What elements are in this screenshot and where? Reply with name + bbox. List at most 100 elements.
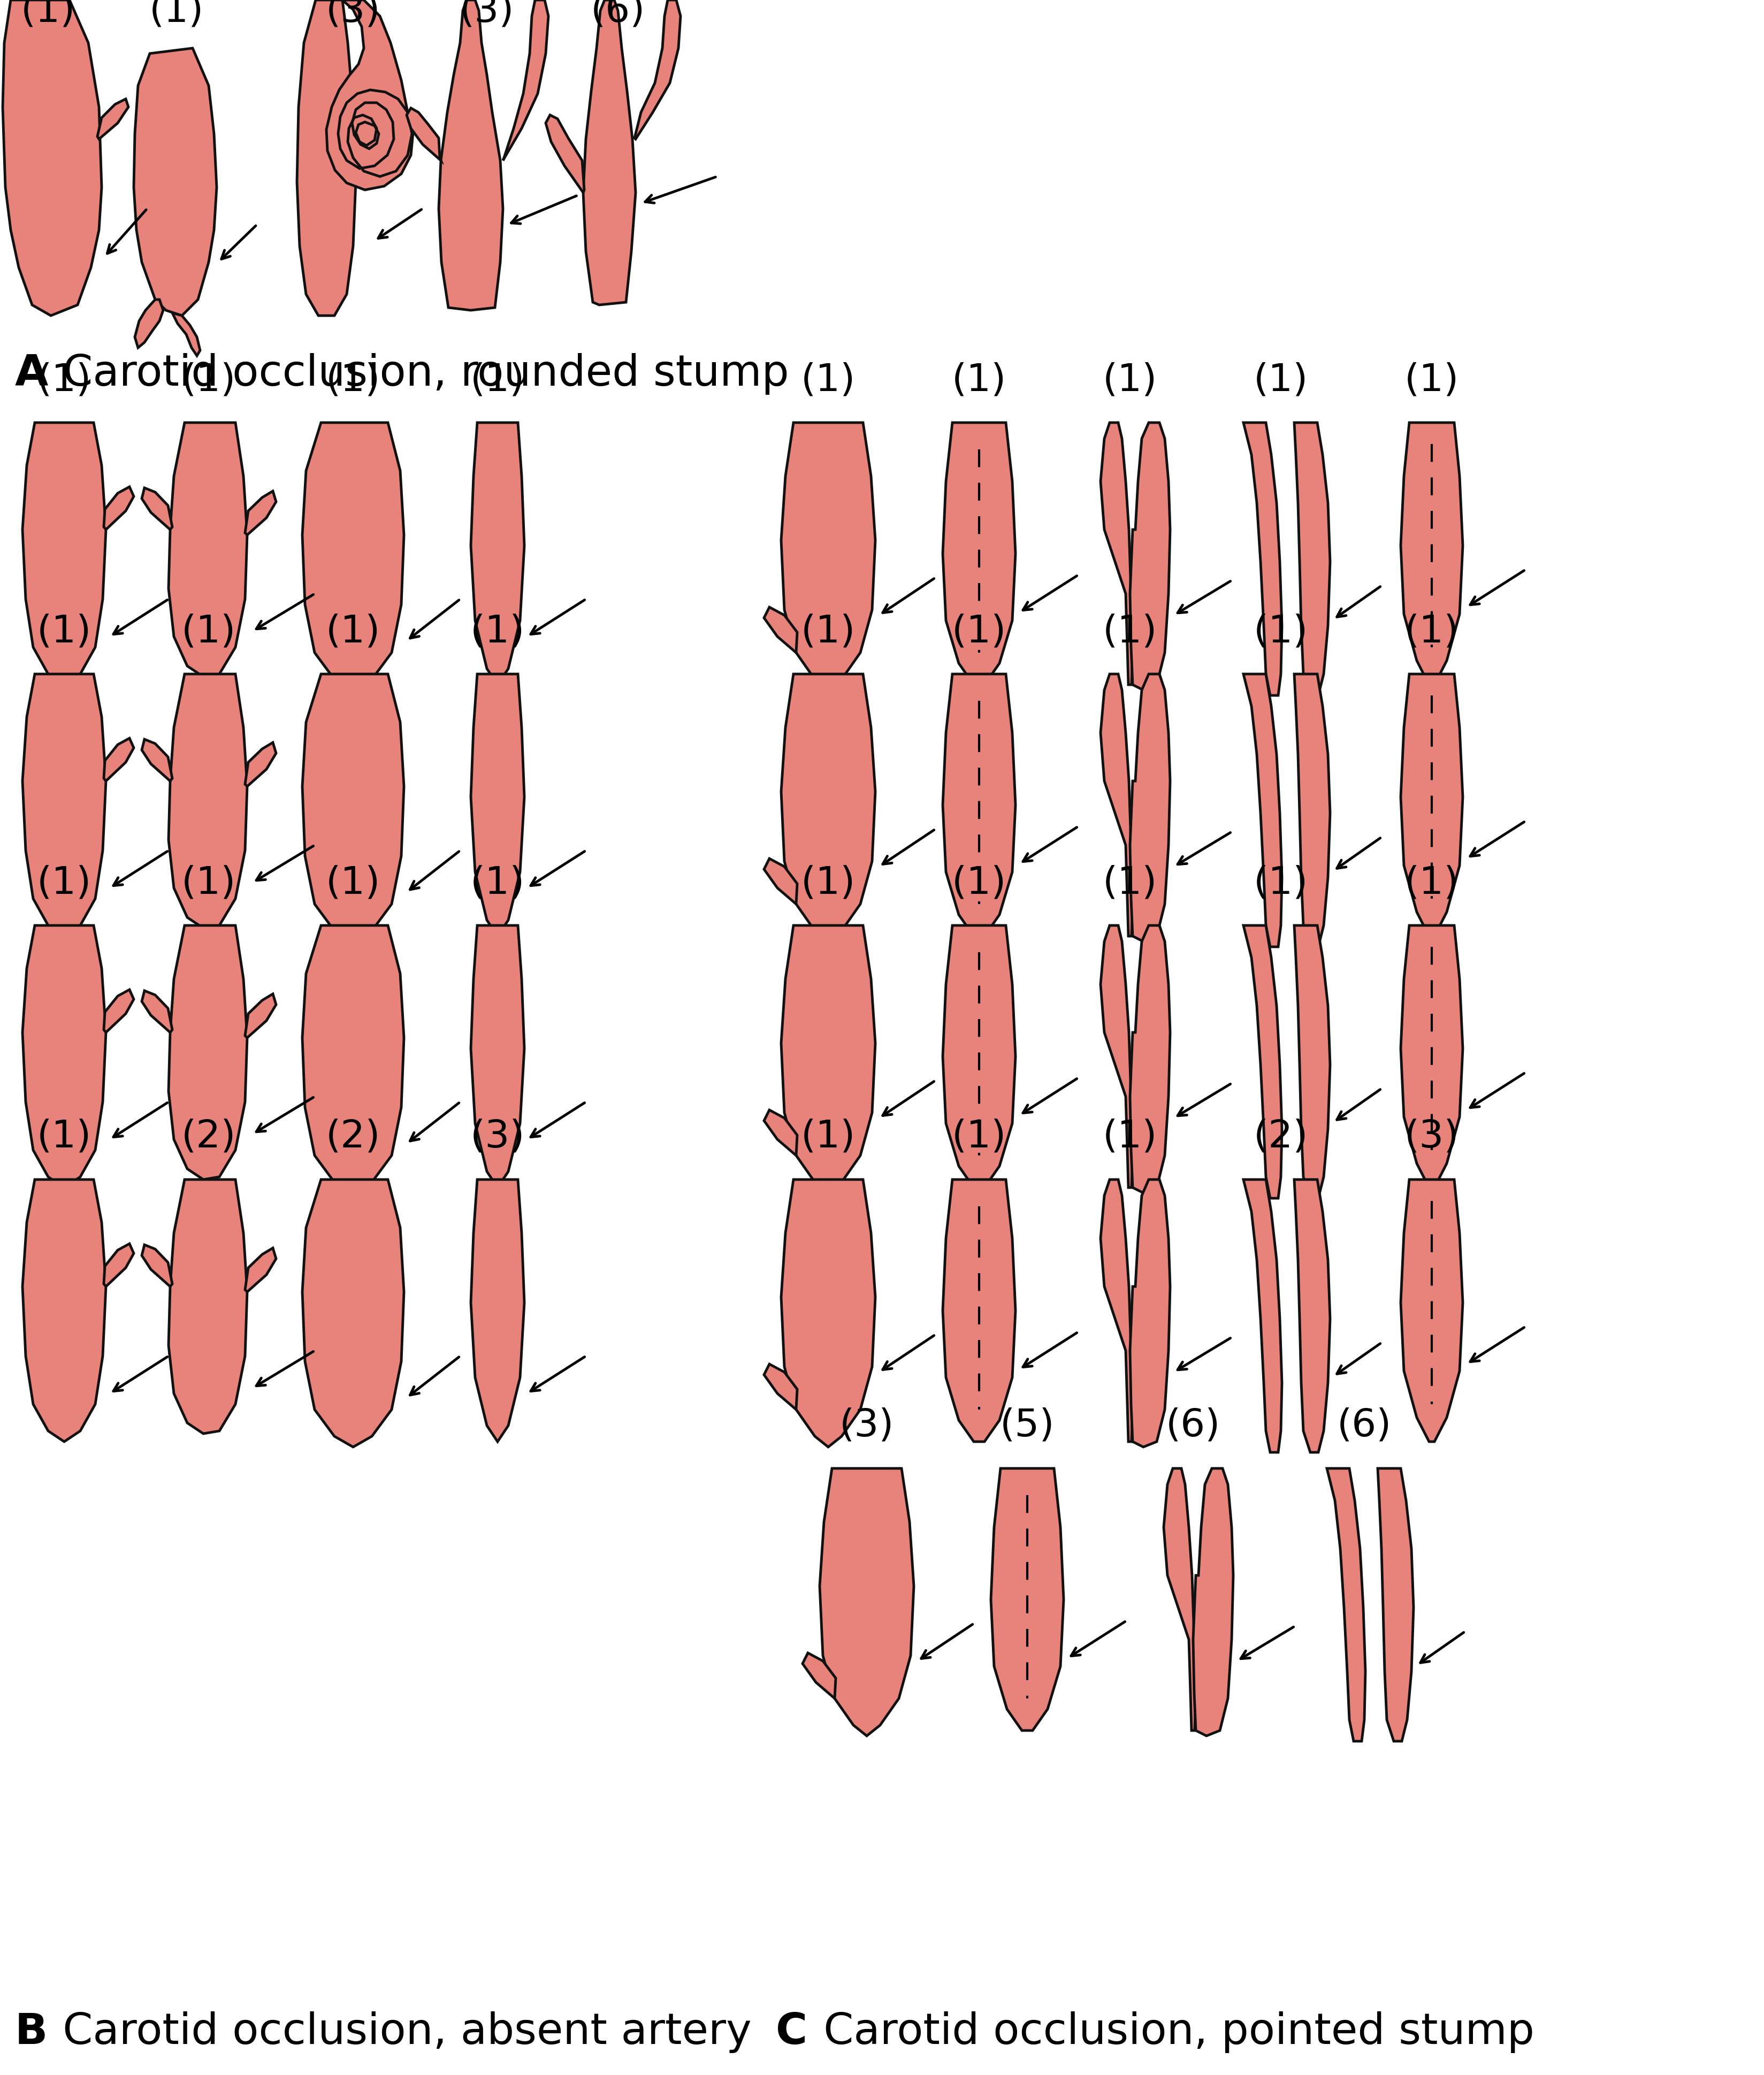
Polygon shape (169, 674, 247, 928)
Polygon shape (169, 925, 247, 1179)
Text: (1): (1) (37, 612, 92, 649)
Polygon shape (134, 48, 217, 315)
Text: (1): (1) (801, 361, 856, 398)
Text: (1): (1) (1404, 361, 1459, 398)
Text: (1): (1) (953, 865, 1007, 901)
Text: (1): (1) (21, 0, 76, 29)
Polygon shape (1101, 925, 1132, 1187)
Polygon shape (1131, 925, 1170, 1193)
Text: (1): (1) (801, 1118, 856, 1156)
Polygon shape (1401, 925, 1462, 1187)
Text: (1): (1) (471, 612, 526, 649)
Polygon shape (942, 1179, 1016, 1442)
Polygon shape (1401, 423, 1462, 685)
Polygon shape (1295, 1179, 1330, 1453)
Text: (3): (3) (840, 1407, 894, 1444)
Polygon shape (764, 1110, 797, 1156)
Text: (1): (1) (326, 361, 381, 398)
Text: (1): (1) (37, 1118, 92, 1156)
Polygon shape (991, 1469, 1064, 1731)
Text: (1): (1) (1404, 612, 1459, 649)
Polygon shape (23, 674, 106, 936)
Polygon shape (407, 108, 441, 160)
Polygon shape (764, 859, 797, 905)
Polygon shape (1101, 423, 1132, 685)
Polygon shape (471, 674, 524, 936)
Polygon shape (104, 990, 134, 1033)
Polygon shape (104, 739, 134, 780)
Polygon shape (471, 1179, 524, 1442)
Text: (1): (1) (953, 612, 1007, 649)
Polygon shape (245, 1247, 277, 1293)
Text: (2): (2) (326, 1118, 381, 1156)
Text: (1): (1) (1102, 1118, 1157, 1156)
Polygon shape (503, 0, 549, 160)
Polygon shape (942, 674, 1016, 936)
Polygon shape (141, 739, 173, 780)
Polygon shape (545, 114, 584, 193)
Polygon shape (471, 423, 524, 685)
Polygon shape (141, 1245, 173, 1286)
Polygon shape (803, 1654, 836, 1699)
Text: (1): (1) (1254, 361, 1309, 398)
Text: (1): (1) (471, 361, 526, 398)
Text: (6): (6) (1166, 1407, 1221, 1444)
Text: (1): (1) (37, 865, 92, 901)
Text: (3): (3) (459, 0, 515, 29)
Polygon shape (1131, 1179, 1170, 1446)
Polygon shape (1295, 674, 1330, 946)
Polygon shape (1401, 1179, 1462, 1442)
Polygon shape (245, 743, 277, 786)
Polygon shape (1401, 674, 1462, 936)
Text: Carotid occlusion, pointed stump: Carotid occlusion, pointed stump (796, 2011, 1535, 2052)
Text: (1): (1) (801, 612, 856, 649)
Text: (3): (3) (1404, 1118, 1459, 1156)
Text: (1): (1) (471, 865, 526, 901)
Polygon shape (781, 925, 875, 1193)
Polygon shape (820, 1469, 914, 1737)
Text: Carotid occlusion, absent artery: Carotid occlusion, absent artery (35, 2011, 751, 2052)
Polygon shape (1101, 674, 1132, 936)
Polygon shape (1101, 1179, 1132, 1442)
Polygon shape (635, 0, 681, 139)
Polygon shape (584, 0, 635, 305)
Text: (1): (1) (37, 361, 92, 398)
Polygon shape (134, 299, 164, 349)
Polygon shape (169, 1179, 247, 1434)
Text: (1): (1) (953, 1118, 1007, 1156)
Polygon shape (141, 990, 173, 1033)
Polygon shape (4, 0, 102, 315)
Text: (1): (1) (150, 0, 205, 29)
Polygon shape (245, 492, 277, 535)
Polygon shape (23, 1179, 106, 1442)
Polygon shape (781, 674, 875, 942)
Polygon shape (173, 313, 199, 355)
Polygon shape (1378, 1469, 1413, 1741)
Polygon shape (1164, 1469, 1196, 1731)
Text: (6): (6) (591, 0, 646, 29)
Text: (1): (1) (182, 612, 236, 649)
Text: (2): (2) (182, 1118, 236, 1156)
Polygon shape (471, 925, 524, 1187)
Polygon shape (23, 423, 106, 685)
Text: (5): (5) (1000, 1407, 1055, 1444)
Text: (1): (1) (182, 361, 236, 398)
Text: (1): (1) (326, 865, 381, 901)
Polygon shape (781, 1179, 875, 1446)
Polygon shape (23, 925, 106, 1187)
Text: (6): (6) (1337, 1407, 1392, 1444)
Text: (2): (2) (1254, 1118, 1309, 1156)
Polygon shape (764, 1363, 797, 1409)
Text: (1): (1) (1404, 865, 1459, 901)
Polygon shape (439, 0, 503, 311)
Polygon shape (1244, 423, 1282, 695)
Text: Carotid occlusion, rounded stump: Carotid occlusion, rounded stump (35, 353, 789, 394)
Polygon shape (1244, 674, 1282, 946)
Polygon shape (781, 423, 875, 691)
Polygon shape (104, 1243, 134, 1286)
Text: (3): (3) (471, 1118, 526, 1156)
Polygon shape (141, 488, 173, 529)
Text: B: B (14, 2011, 48, 2052)
Polygon shape (764, 608, 797, 654)
Polygon shape (1192, 1469, 1233, 1737)
